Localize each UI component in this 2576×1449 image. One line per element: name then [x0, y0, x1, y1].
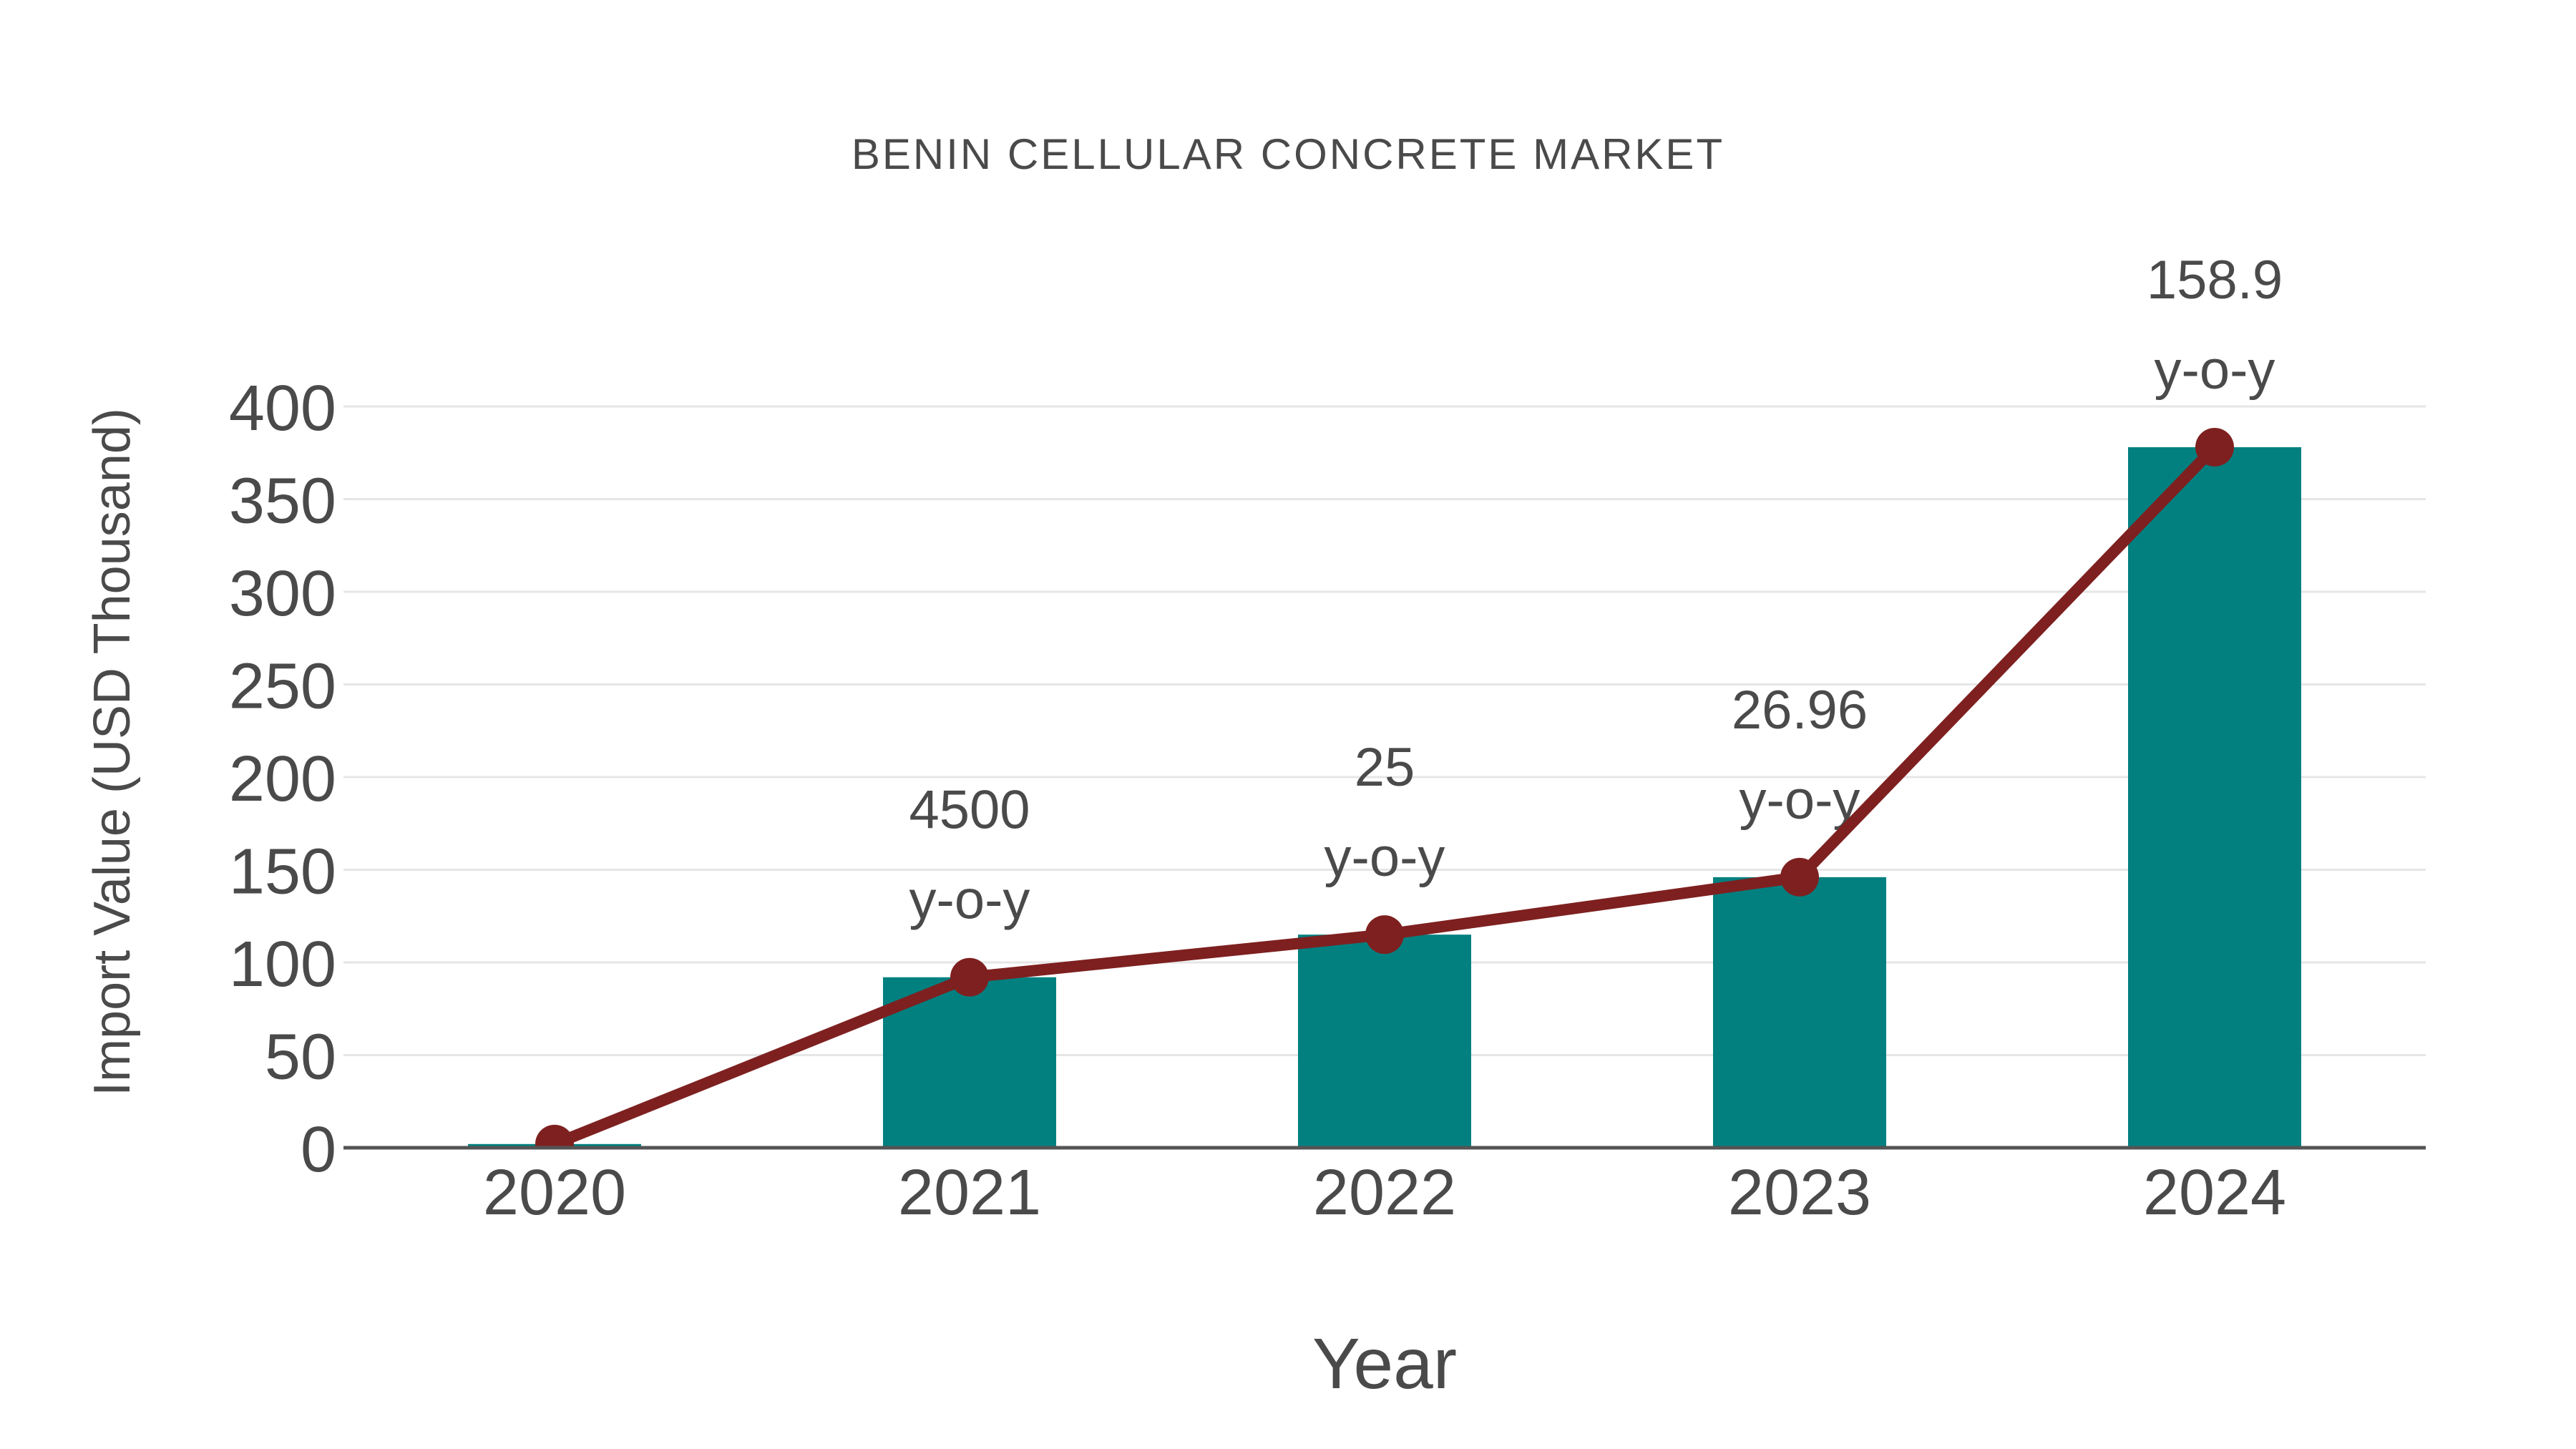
y-tick-200: 200: [229, 743, 336, 815]
annotation-label-2022: y-o-y: [1324, 827, 1445, 888]
y-tick-100: 100: [229, 929, 336, 1000]
bar-series: [468, 447, 2301, 1148]
y-tick-0: 0: [301, 1114, 336, 1186]
x-tick-2024: 2024: [2143, 1157, 2286, 1229]
y-tick-350: 350: [229, 466, 336, 537]
point-2023: [1780, 857, 1819, 897]
bar-2022: [1298, 935, 1471, 1148]
annotation-label-2021: y-o-y: [909, 870, 1030, 931]
y-tick-150: 150: [229, 836, 336, 908]
annotation-value-2023: 26.96: [1732, 680, 1868, 741]
bar-2024: [2128, 447, 2301, 1148]
point-2024: [2195, 427, 2234, 467]
x-tick-2020: 2020: [483, 1157, 626, 1229]
y-tick-300: 300: [229, 558, 336, 630]
line-series: [535, 427, 2234, 1146]
annotation-label-2023: y-o-y: [1740, 770, 1860, 831]
annotation-label-2024: y-o-y: [2155, 340, 2275, 401]
annotation-value-2021: 4500: [909, 780, 1030, 841]
annotations: 4500 y-o-y 25 y-o-y 26.96 y-o-y 158.9 y-o-y: [909, 250, 2283, 931]
x-tick-2021: 2021: [898, 1157, 1041, 1229]
y-axis-title: Import Value (USD Thousand): [84, 408, 141, 1096]
x-axis-title: Year: [1312, 1324, 1457, 1404]
point-2022: [1365, 915, 1404, 955]
bar-2023: [1713, 877, 1886, 1148]
y-tick-labels: 0 50 100 150 200 250 300 350 400: [229, 373, 336, 1186]
x-tick-labels: 2020 2021 2022 2023 2024: [483, 1157, 2286, 1229]
point-2021: [950, 957, 989, 997]
y-tick-50: 50: [265, 1022, 336, 1093]
y-tick-400: 400: [229, 373, 336, 444]
gridlines: [343, 405, 2426, 1056]
x-tick-2022: 2022: [1313, 1157, 1456, 1229]
annotation-value-2022: 25: [1355, 737, 1415, 798]
y-tick-250: 250: [229, 651, 336, 723]
annotation-value-2024: 158.9: [2147, 250, 2283, 311]
x-tick-2023: 2023: [1728, 1157, 1871, 1229]
point-2020: [535, 1124, 574, 1146]
chart-title: BENIN CELLULAR CONCRETE MARKET: [852, 130, 1724, 178]
